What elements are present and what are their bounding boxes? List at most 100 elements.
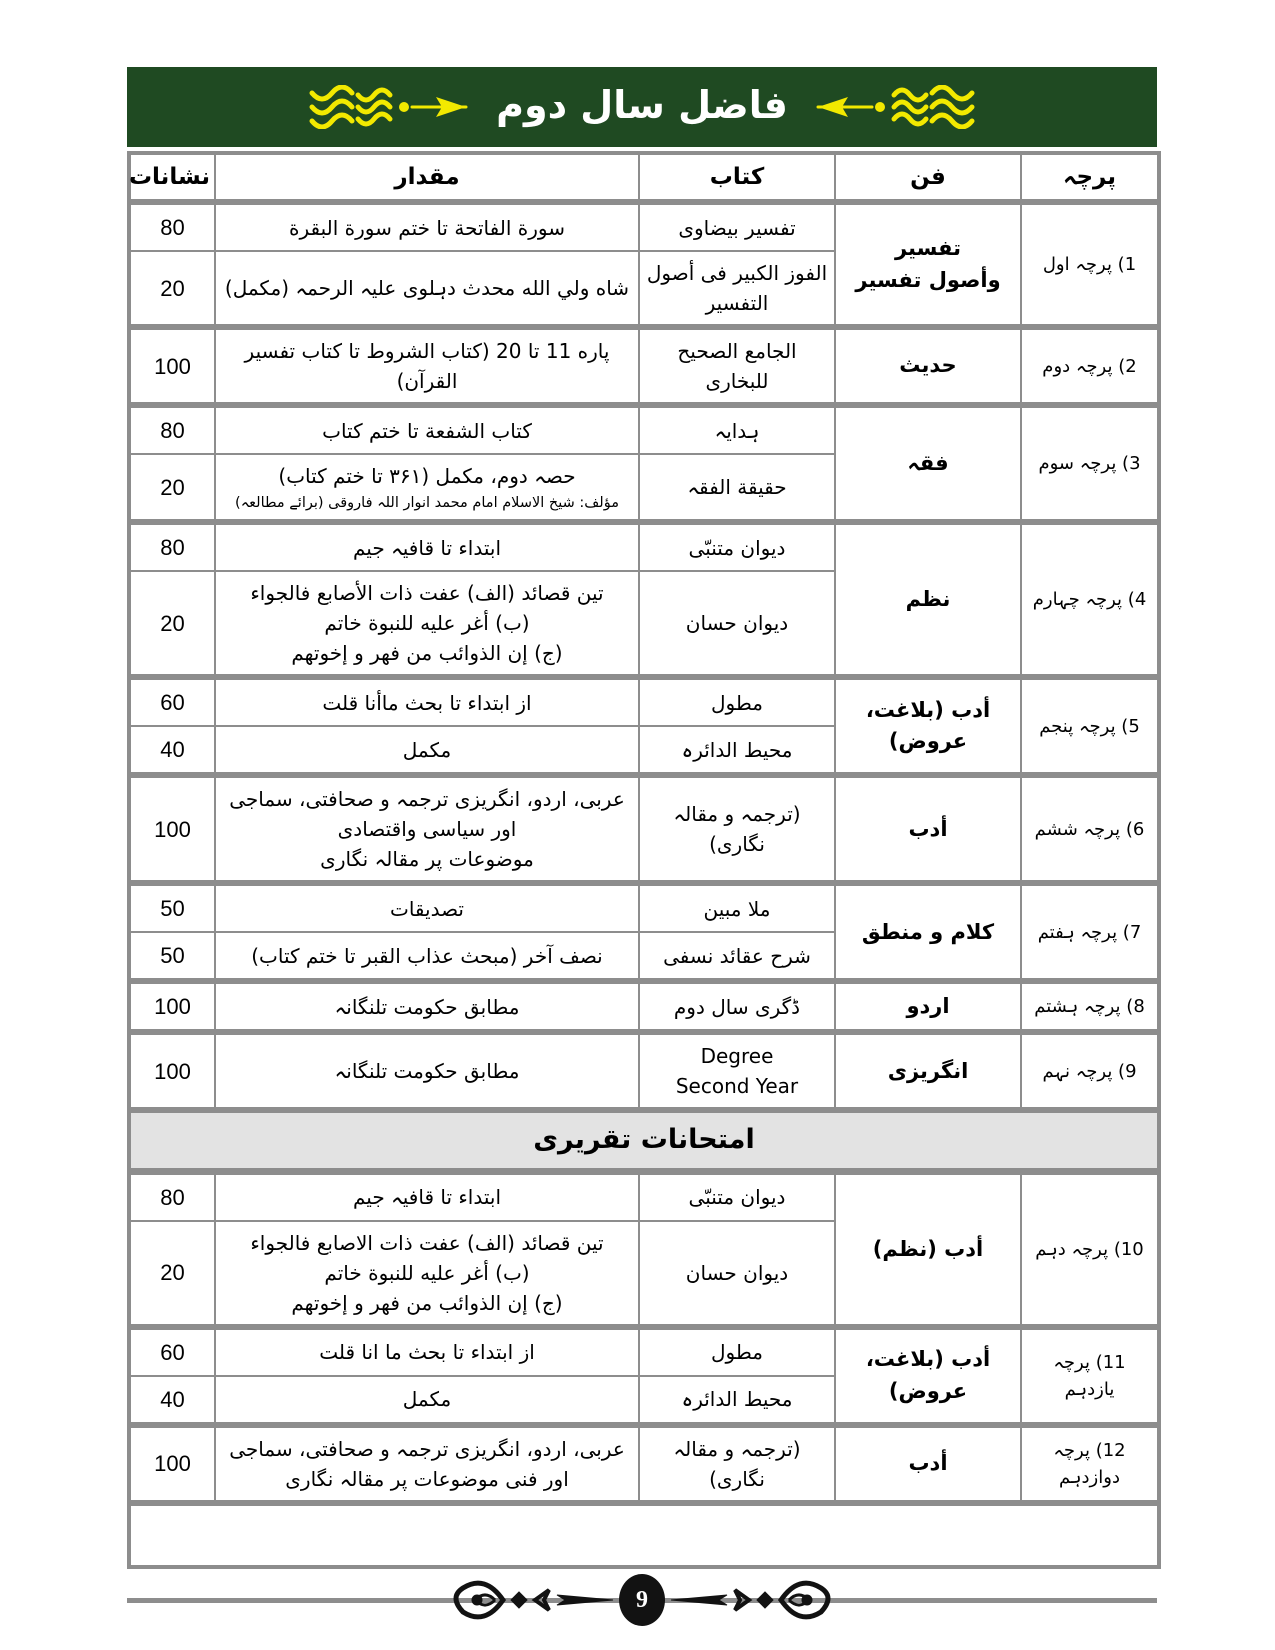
- table-row: شرح عقائد نسفی نصف آخر (مبحث عذاب القبر ت…: [128, 931, 1159, 983]
- portion-cell: مطابق حکومت تلنگانہ: [214, 1029, 640, 1112]
- table-row: 12) پرچہ دوازدہم أدب (ترجمہ و مقالہ نگاری)…: [128, 1421, 1160, 1504]
- table-row: الفوز الکبیر فی أصول التفسیر شاه ولي الله…: [128, 250, 1159, 328]
- marks-cell: 20: [128, 570, 216, 679]
- subject-cell: أدب: [834, 1421, 1022, 1504]
- marks-cell: 20: [128, 1219, 216, 1328]
- portion-cell: شاه ولي الله محدث دہلوی علیہ الرحمہ (مکم…: [214, 250, 640, 328]
- paper-number-cell: 12) پرچہ دوازدہم: [1020, 1421, 1160, 1504]
- book-cell: حقیقة الفقہ: [638, 452, 836, 524]
- portion-cell: از ابتداء تا بحث ما انا قلت: [214, 1323, 640, 1377]
- marks-cell: 80: [128, 1168, 216, 1222]
- section-title: امتحانات تقریری: [128, 1107, 1160, 1175]
- portion-cell: سورة الفاتحة تا ختم سورة البقرة: [214, 199, 640, 252]
- paper-number-cell: 6) پرچہ ششم: [1020, 772, 1160, 885]
- book-cell: دیوان حسان: [638, 570, 836, 679]
- portion-cell: عربی، اردو، انگریزی ترجمہ و صحافتی، سماج…: [214, 1421, 640, 1504]
- marks-cell: 50: [128, 931, 216, 983]
- paper-number-cell: 9) پرچہ نہم: [1020, 1029, 1160, 1112]
- portion-cell: ابتداء تا قافیہ جیم: [214, 1168, 640, 1222]
- marks-cell: 40: [128, 1374, 216, 1426]
- portion-cell: از ابتداء تا بحث ماأنا قلت: [214, 674, 640, 728]
- subject-cell: اردو: [834, 978, 1022, 1034]
- paper-number-cell: 4) پرچہ چہارم: [1020, 519, 1160, 679]
- table-row: 7) پرچہ ہفتم کلام و منطق ملا مبین تصدیقات 50: [128, 880, 1160, 983]
- book-cell: الفوز الکبیر فی أصول التفسیر: [638, 250, 836, 328]
- portion-cell: مطابق حکومت تلنگانہ: [214, 978, 640, 1034]
- marks-cell: 40: [128, 725, 216, 777]
- subject-cell: أدب: [834, 772, 1022, 885]
- portion-cell: عربی، اردو، انگریزی ترجمہ و صحافتی، سماج…: [214, 772, 640, 885]
- portion-cell: نصف آخر (مبحث عذاب القبر تا ختم کتاب): [214, 931, 640, 983]
- paper-number-cell: 8) پرچہ ہشتم: [1020, 978, 1160, 1034]
- marks-cell: 20: [128, 250, 216, 328]
- book-cell: (ترجمہ و مقالہ نگاری): [638, 1421, 836, 1504]
- marks-cell: 80: [128, 402, 216, 455]
- subject-cell: أدب (بلاغت، عروض): [834, 674, 1022, 777]
- portion-cell: تین قصائد (الف) عفت ذات الأصابع فالجواء …: [214, 570, 640, 679]
- table-row: 5) پرچہ پنجم أدب (بلاغت، عروض) مطول از ابتد…: [128, 674, 1160, 777]
- page-number: 9: [636, 1586, 648, 1613]
- paper-number-cell: 1) پرچہ اول: [1020, 199, 1160, 328]
- table-row: دیوان حسان تین قصائد (الف) عفت ذات الأصاب…: [128, 570, 1159, 679]
- subject-cell: کلام و منطق: [834, 880, 1022, 983]
- portion-cell: حصہ دوم، مکمل (۳۶۱ تا ختم کتاب) مؤلف: شیخ…: [214, 452, 640, 524]
- table-row: 8) پرچہ ہشتم اردو ڈگری سال دوم مطابق حکومت …: [128, 978, 1160, 1034]
- marks-cell: 100: [128, 978, 216, 1034]
- marks-cell: 100: [128, 1421, 216, 1504]
- table-row: محیط الدائرہ مکمل 40: [128, 1374, 1159, 1426]
- paper-number-cell: 5) پرچہ پنجم: [1020, 674, 1160, 777]
- subject-cell: انگریزی: [834, 1029, 1022, 1112]
- marks-cell: 100: [128, 1029, 216, 1112]
- table-row: 2) پرچہ دوم حدیث الجامع الصحیح للبخاری پاره…: [128, 324, 1160, 406]
- section-header-row: امتحانات تقریری: [128, 1107, 1160, 1175]
- portion-note: مؤلف: شیخ الاسلام امام محمد انوار اللہ ف…: [235, 495, 619, 511]
- book-cell: ہدایہ: [638, 402, 836, 455]
- footer-ornament: 9: [127, 1572, 1157, 1628]
- paper-number-cell: 2) پرچہ دوم: [1020, 324, 1160, 406]
- book-cell: ملا مبین: [638, 880, 836, 934]
- footer-ornament-left-icon: [670, 1580, 831, 1620]
- footer-ornament-right-icon: [453, 1580, 614, 1620]
- marks-cell: 100: [128, 324, 216, 406]
- portion-cell: کتاب الشفعة تا ختم کتاب: [214, 402, 640, 455]
- paper-number-cell: 7) پرچہ ہفتم: [1020, 880, 1160, 983]
- column-header-subject: فن: [834, 152, 1022, 205]
- table-row: 1) پرچہ اول تفسیر وأصول تفسیر تفسیر بیضاوی…: [128, 199, 1160, 328]
- table-row: 9) پرچہ نہم انگریزی Degree Second Year مطاب…: [128, 1029, 1160, 1112]
- page-number-badge: 9: [619, 1574, 665, 1626]
- oral-exams-body: 10) پرچہ دہم أدب (نظم) دیوان متنبّی ابتداء …: [128, 1168, 1160, 1504]
- book-cell: Degree Second Year: [638, 1029, 836, 1112]
- book-cell: مطول: [638, 1323, 836, 1377]
- table-row: 4) پرچہ چہارم نظم دیوان متنبّی ابتداء تا قا…: [128, 519, 1160, 679]
- page-footer: 9: [127, 1572, 1157, 1628]
- table-header-row: پرچہ فن کتاب مقدار نشانات: [128, 152, 1160, 205]
- book-cell: محیط الدائرہ: [638, 725, 836, 777]
- book-cell: دیوان حسان: [638, 1219, 836, 1328]
- portion-cell: مکمل: [214, 1374, 640, 1426]
- table-row: محیط الدائرہ مکمل 40: [128, 725, 1159, 777]
- book-cell: دیوان متنبّی: [638, 1168, 836, 1222]
- banner-ornament-left: [816, 85, 975, 129]
- table-row: 10) پرچہ دہم أدب (نظم) دیوان متنبّی ابتداء …: [128, 1168, 1160, 1328]
- empty-row: [128, 1499, 1160, 1568]
- portion-cell: تصدیقات: [214, 880, 640, 934]
- book-cell: محیط الدائرہ: [638, 1374, 836, 1426]
- paper-number-cell: 10) پرچہ دہم: [1020, 1168, 1160, 1328]
- portion-cell: پاره 11 تا 20 (کتاب الشروط تا کتاب تفسیر…: [214, 324, 640, 406]
- portion-cell: ابتداء تا قافیہ جیم: [214, 519, 640, 573]
- marks-cell: 20: [128, 452, 216, 524]
- marks-cell: 80: [128, 199, 216, 252]
- written-exams-body: 1) پرچہ اول تفسیر وأصول تفسیر تفسیر بیضاوی…: [128, 199, 1160, 1112]
- book-cell: (ترجمہ و مقالہ نگاری): [638, 772, 836, 885]
- book-cell: الجامع الصحیح للبخاری: [638, 324, 836, 406]
- page-title: فاضل سال دوم: [496, 83, 788, 127]
- empty-cell: [128, 1499, 1160, 1568]
- subject-cell: تفسیر وأصول تفسیر: [834, 199, 1022, 328]
- table-row: 11) پرچہ یازدہم أدب (بلاغت، عروض) مطول از ا…: [128, 1323, 1160, 1426]
- marks-cell: 60: [128, 674, 216, 728]
- subject-cell: أدب (بلاغت، عروض): [834, 1323, 1022, 1426]
- paper-number-cell: 3) پرچہ سوم: [1020, 401, 1160, 524]
- paper-number-cell: 11) پرچہ یازدہم: [1020, 1323, 1160, 1426]
- book-cell: مطول: [638, 674, 836, 728]
